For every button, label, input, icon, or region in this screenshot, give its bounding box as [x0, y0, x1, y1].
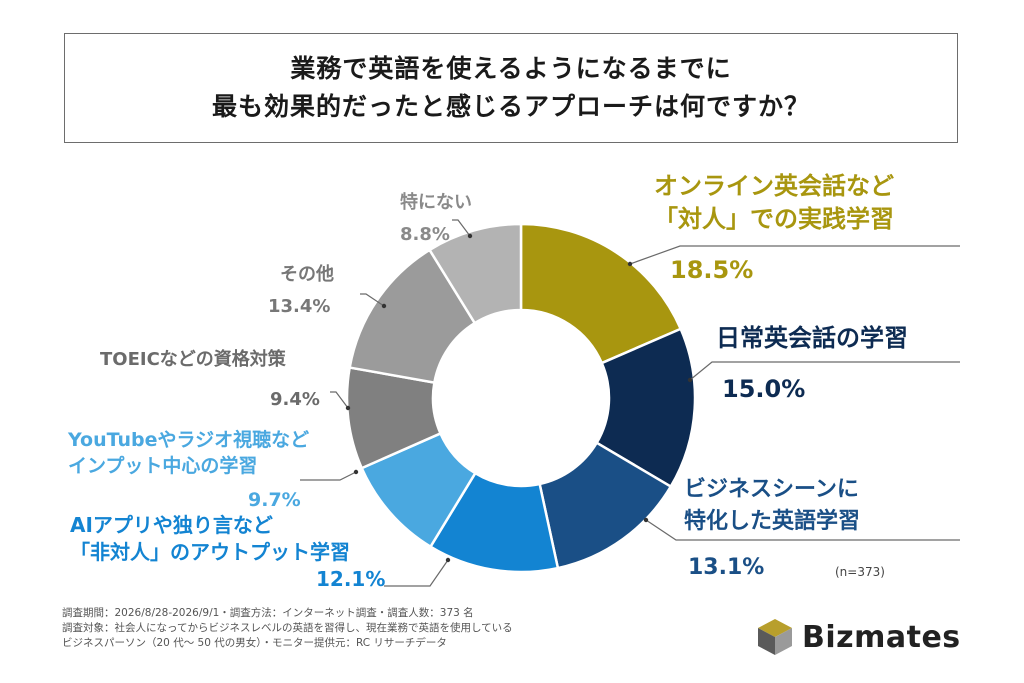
leader-dot: [627, 261, 633, 267]
slice-label-none: 特にない 8.8%: [400, 190, 472, 248]
leader-line-daily: [689, 361, 960, 381]
leader-line-ai: [384, 559, 449, 587]
footnote-line: 調査対象：社会人になってからビジネスレベルの英語を習得し、現在業務で英語を使用し…: [62, 622, 513, 634]
leader-dot: [687, 377, 693, 383]
slice-name-line: TOEICなどの資格対策: [100, 349, 286, 370]
leader-dot: [467, 233, 473, 239]
slice-name-line: ビジネスシーンに: [684, 477, 859, 502]
slice-name-line: 「対人」での実践学習: [654, 205, 894, 233]
slice-online: [519, 222, 683, 365]
slice-name-line: 「非対人」のアウトプット学習: [70, 540, 350, 564]
sample-size-note: (n=373): [835, 565, 885, 579]
slice-value: 18.5%: [670, 256, 754, 284]
leader-dot: [345, 405, 351, 411]
slice-none: [427, 222, 523, 325]
slice-value: 15.0%: [722, 375, 806, 403]
cube-logo-icon: [758, 619, 792, 655]
slice-value: 13.1%: [688, 555, 765, 580]
slice-value: 12.1%: [316, 567, 386, 591]
slice-value: 9.7%: [248, 489, 301, 511]
leader-dot: [381, 303, 387, 309]
slice-value: 9.4%: [270, 389, 320, 410]
slice-label-ai: AIアプリや独り言など 「非対人」のアウトプット学習 12.1%: [70, 512, 390, 593]
slice-name-line: AIアプリや独り言など: [70, 513, 273, 537]
leader-line-youtube: [300, 471, 357, 481]
leader-line-online: [629, 245, 960, 265]
slice-label-online: オンライン英会話など 「対人」での実践学習 18.5%: [654, 170, 894, 287]
title-line-1: 業務で英語を使えるようになるまでに: [290, 54, 732, 83]
slice-label-business: ビジネスシーンに 特化した英語学習 13.1%: [684, 474, 860, 584]
slice-name-line: インプット中心の学習: [68, 455, 258, 477]
slice-label-youtube: YouTubeやラジオ視聴など インプット中心の学習 9.7%: [68, 427, 309, 513]
slice-value: 8.8%: [400, 224, 450, 245]
slice-name-line: オンライン英会話など: [654, 172, 894, 200]
slice-name-line: 特にない: [400, 192, 472, 213]
slice-value: 13.4%: [268, 296, 331, 317]
slice-label-daily: 日常英会話の学習 15.0%: [716, 318, 908, 403]
footnote-line: 調査期間：2026/8/28-2026/9/1・調査方法：インターネット調査・調…: [62, 607, 474, 619]
slice-name-line: 特化した英語学習: [684, 509, 861, 534]
leader-line-none: [452, 219, 471, 237]
slice-label-other: その他 13.4%: [268, 262, 334, 320]
slice-name-line: 日常英会話の学習: [716, 324, 908, 352]
footnote-line: ビジネスパーソン（20 代～ 50 代の男女）・モニター提供元：RC リサーチデ…: [62, 637, 447, 649]
survey-footnotes: 調査期間：2026/8/28-2026/9/1・調査方法：インターネット調査・調…: [62, 606, 513, 651]
leader-line-other: [360, 293, 385, 307]
brand-name: Bizmates: [802, 619, 961, 655]
leader-dot: [643, 517, 649, 523]
title-box: 業務で英語を使えるようになるまでに 最も効果的だったと感じるアプローチは何ですか…: [64, 33, 958, 143]
leader-line-business: [645, 519, 960, 541]
slice-label-toeic: TOEICなどの資格対策 9.4%: [100, 347, 320, 413]
title-line-2: 最も効果的だったと感じるアプローチは何ですか？: [211, 92, 810, 121]
leader-dot: [445, 557, 451, 563]
leader-dot: [353, 469, 359, 475]
brand-logo: Bizmates: [756, 617, 961, 657]
slice-name-line: その他: [280, 264, 334, 285]
leader-line-toeic: [330, 391, 349, 409]
slice-name-line: YouTubeやラジオ視聴など: [68, 429, 310, 451]
